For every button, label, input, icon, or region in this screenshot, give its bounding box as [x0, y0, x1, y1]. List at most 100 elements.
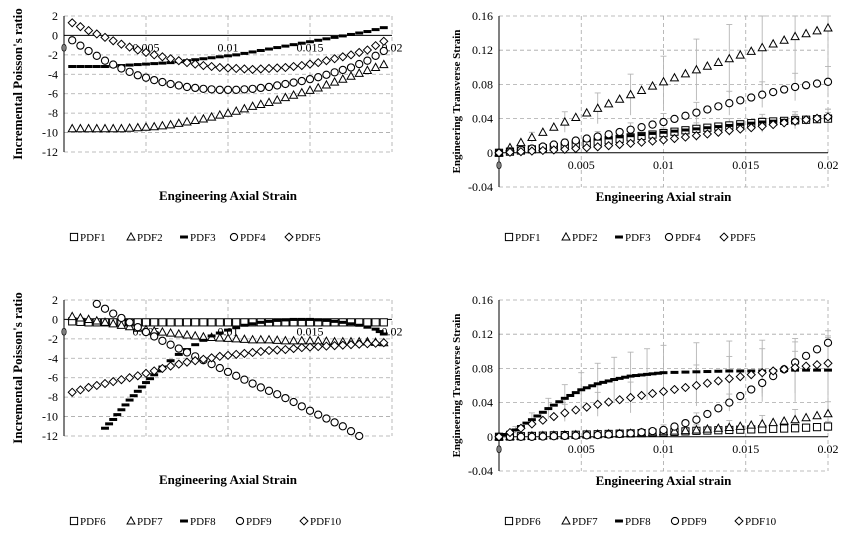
data-point — [659, 117, 668, 127]
data-point — [347, 32, 355, 36]
data-point — [571, 391, 580, 395]
data-point — [92, 51, 101, 60]
data-point — [670, 370, 679, 374]
data-point — [239, 334, 250, 343]
data-point — [813, 368, 821, 372]
data-point — [215, 318, 224, 327]
data-point — [680, 68, 691, 78]
data-point — [593, 142, 603, 152]
data-point — [570, 112, 581, 122]
data-point — [141, 122, 151, 131]
data-point — [801, 423, 811, 432]
data-point — [305, 406, 315, 415]
data-point — [669, 384, 680, 395]
data-point — [158, 77, 167, 87]
data-point — [691, 380, 702, 391]
data-point — [313, 82, 324, 92]
data-point — [560, 408, 570, 418]
x-tick-label: 0 — [496, 442, 502, 456]
data-point — [549, 121, 559, 131]
data-point — [604, 379, 613, 383]
data-point — [207, 318, 216, 327]
y-tick-label: 0.08 — [472, 77, 493, 91]
legend: PDF6 PDF7 PDF8 PDF9 PDF10 — [504, 515, 777, 528]
data-point — [75, 22, 86, 32]
data-point — [142, 381, 150, 385]
data-point — [232, 85, 241, 94]
data-point — [289, 43, 298, 47]
data-point — [330, 418, 339, 427]
data-point — [549, 403, 558, 407]
data-point — [83, 25, 94, 36]
y-tick-label: -2 — [48, 332, 58, 346]
data-point — [141, 368, 151, 379]
data-point — [215, 85, 224, 94]
error-bars — [528, 15, 831, 152]
data-point — [736, 369, 745, 373]
data-point — [549, 411, 559, 422]
data-point — [223, 333, 233, 342]
data-point — [643, 372, 652, 376]
data-point — [256, 48, 265, 52]
data-point — [165, 54, 176, 64]
data-point — [355, 323, 364, 327]
data-point — [714, 369, 723, 373]
data-point — [592, 103, 603, 112]
data-point — [313, 341, 323, 352]
data-point — [516, 423, 526, 433]
data-point — [116, 39, 127, 49]
data-point — [232, 326, 241, 330]
data-point — [158, 336, 167, 345]
legend-label: PDF9 — [246, 516, 272, 528]
y-tick-label: -12 — [42, 429, 58, 443]
data-point — [83, 382, 94, 393]
data-point — [306, 40, 314, 44]
data-point — [338, 34, 347, 38]
data-point — [157, 52, 168, 62]
data-point — [790, 82, 800, 92]
data-point — [289, 78, 298, 87]
data-point — [702, 129, 713, 139]
data-point — [288, 61, 299, 72]
data-point — [354, 339, 364, 349]
data-point — [174, 56, 184, 66]
data-point — [173, 118, 184, 127]
data-point — [182, 82, 192, 92]
data-point — [67, 387, 77, 397]
data-point — [157, 363, 168, 374]
data-point — [527, 146, 537, 156]
data-point — [288, 89, 299, 99]
data-point — [133, 63, 142, 67]
data-point — [658, 386, 669, 397]
data-point — [264, 63, 274, 74]
data-point — [636, 137, 647, 147]
data-point — [182, 318, 192, 327]
data-point — [166, 359, 175, 363]
data-point — [363, 30, 372, 34]
data-point — [801, 412, 811, 422]
data-point — [305, 85, 315, 94]
data-point — [248, 50, 257, 54]
legend-item-pdf7: PDF7 — [126, 515, 163, 528]
data-point — [297, 317, 306, 321]
data-point — [182, 116, 192, 126]
y-tick-label: -6 — [48, 87, 58, 101]
legend: PDF1 PDF2 PDF3 PDF4 PDF5 — [504, 231, 756, 244]
data-point — [101, 426, 109, 430]
legend: PDF1 PDF2 PDF3 PDF4 PDF5 — [69, 231, 321, 244]
data-point — [182, 329, 192, 339]
data-point — [533, 414, 542, 418]
data-point — [223, 63, 233, 73]
data-point — [166, 340, 175, 349]
data-point — [273, 390, 282, 399]
data-point — [173, 328, 184, 338]
data-point — [223, 367, 233, 377]
data-point — [812, 25, 822, 35]
data-point — [297, 402, 306, 411]
data-point — [824, 368, 832, 372]
y-tick-label: 0.12 — [472, 327, 493, 341]
data-point — [117, 313, 126, 323]
data-point — [149, 50, 159, 60]
data-point — [724, 53, 735, 63]
